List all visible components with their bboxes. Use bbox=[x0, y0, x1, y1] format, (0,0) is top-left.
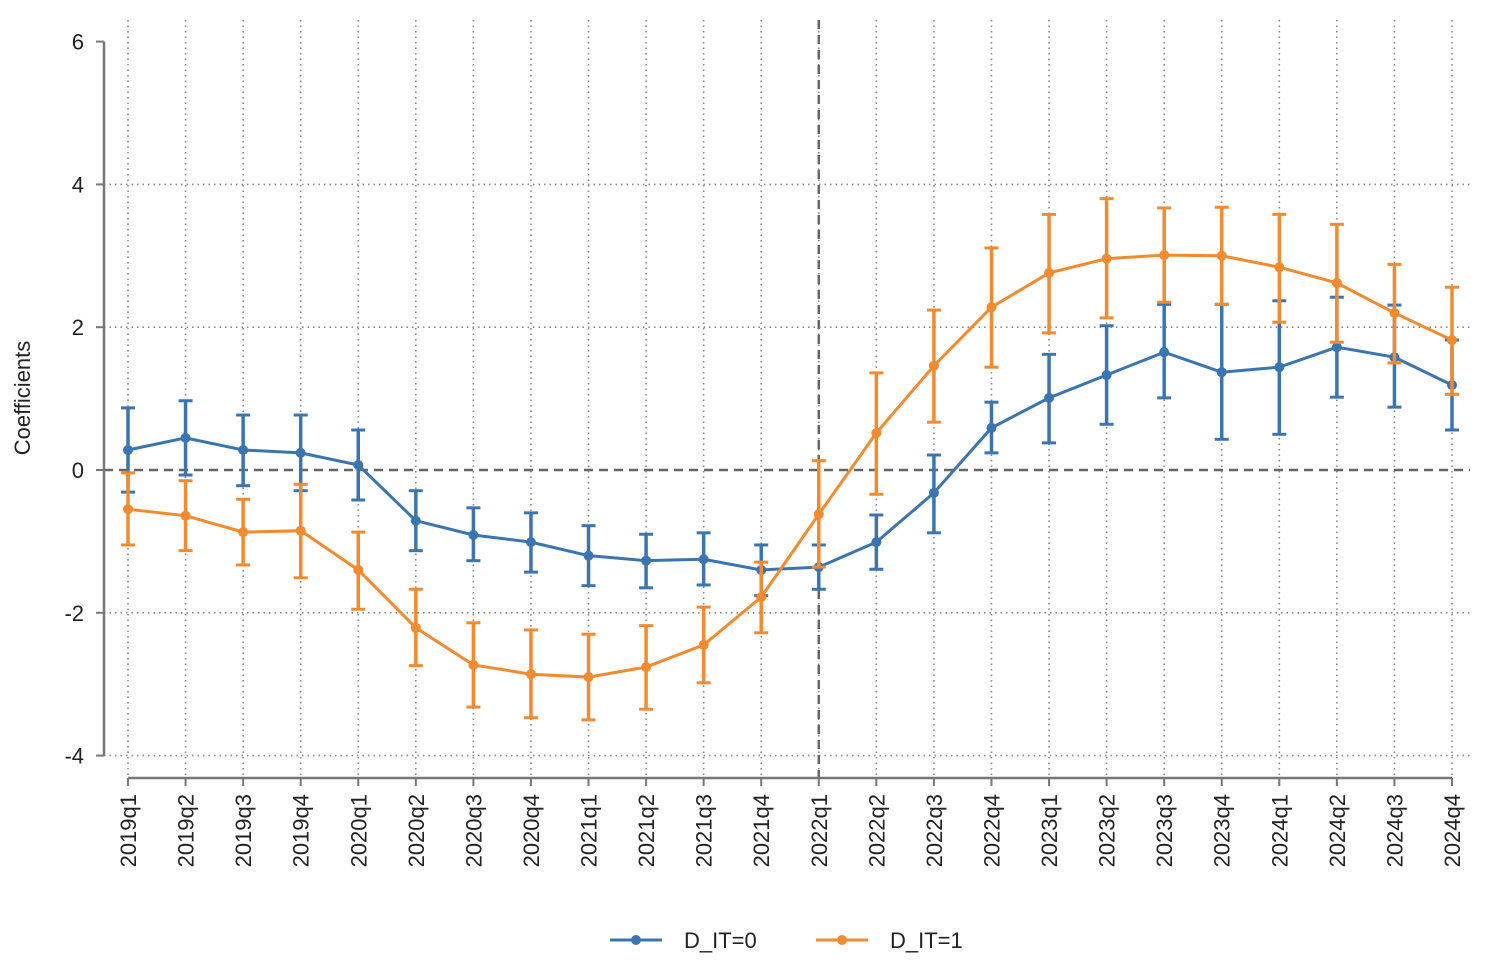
data-point bbox=[813, 509, 824, 520]
x-tick-label: 2021q3 bbox=[692, 794, 717, 867]
axes: 6 4 2 0 -2 -4 2019q1 2019q2 2019q3 2019q4 2020q1 20… bbox=[64, 30, 1465, 868]
data-point bbox=[1447, 335, 1457, 346]
y-tick-label: -2 bbox=[64, 601, 84, 626]
data-point bbox=[1274, 362, 1285, 373]
data-point bbox=[123, 445, 133, 456]
data-point bbox=[928, 360, 939, 371]
x-tick-label: 2023q3 bbox=[1152, 794, 1177, 867]
y-tick-label: -4 bbox=[64, 744, 84, 769]
y-tick-label: 4 bbox=[72, 172, 84, 197]
data-point bbox=[1216, 250, 1227, 261]
data-point bbox=[1101, 370, 1112, 381]
x-tick-label: 2019q1 bbox=[116, 794, 141, 867]
data-point bbox=[871, 427, 882, 438]
series-line bbox=[127, 345, 1453, 572]
x-tick-label: 2021q4 bbox=[749, 794, 774, 867]
series-D_IT=0 bbox=[121, 295, 1459, 598]
x-tick-label: 2022q3 bbox=[922, 794, 947, 867]
data-point bbox=[468, 529, 479, 540]
data-point bbox=[353, 564, 364, 575]
legend: D_IT=0 D_IT=1 bbox=[610, 928, 963, 953]
data-point bbox=[238, 445, 249, 456]
data-point bbox=[583, 672, 594, 683]
data-point bbox=[123, 504, 133, 515]
data-point bbox=[1331, 342, 1342, 353]
data-point bbox=[468, 659, 479, 670]
x-tick-label: 2022q2 bbox=[864, 794, 889, 867]
x-tick-label: 2022q1 bbox=[807, 794, 832, 867]
y-tick-label: 2 bbox=[72, 315, 84, 340]
x-tick-label: 2024q2 bbox=[1325, 794, 1350, 867]
data-point bbox=[525, 669, 536, 680]
series-group bbox=[121, 197, 1459, 722]
legend-swatch-marker bbox=[631, 935, 641, 945]
data-point bbox=[525, 537, 536, 548]
data-point bbox=[986, 302, 997, 313]
data-point bbox=[1044, 392, 1055, 403]
y-tick-label: 0 bbox=[72, 458, 84, 483]
x-tick-label: 2020q4 bbox=[519, 794, 544, 867]
x-tick-label: 2024q1 bbox=[1267, 794, 1292, 867]
x-tick-label: 2020q1 bbox=[346, 794, 371, 867]
gridlines bbox=[104, 20, 1470, 778]
data-point bbox=[180, 432, 191, 443]
y-axis-label: Coefficients bbox=[10, 341, 35, 456]
x-tick-label: 2022q4 bbox=[979, 794, 1004, 867]
data-point bbox=[1159, 347, 1170, 358]
x-tick-label: 2021q2 bbox=[634, 794, 659, 867]
data-point bbox=[871, 537, 882, 548]
data-point bbox=[986, 422, 997, 433]
x-tick-label: 2023q4 bbox=[1210, 794, 1235, 867]
data-point bbox=[1274, 262, 1285, 273]
data-point bbox=[295, 447, 306, 458]
x-tick-label: 2020q2 bbox=[404, 794, 429, 867]
data-point bbox=[1159, 250, 1170, 261]
data-point bbox=[1216, 367, 1227, 378]
data-point bbox=[410, 622, 421, 633]
x-tick-label: 2019q2 bbox=[174, 794, 199, 867]
data-point bbox=[1044, 267, 1055, 278]
x-tick-label: 2020q3 bbox=[461, 794, 486, 867]
x-tick-label: 2019q4 bbox=[289, 794, 314, 867]
x-tick-label: 2023q2 bbox=[1095, 794, 1120, 867]
data-point bbox=[698, 554, 709, 565]
x-tick-label: 2021q1 bbox=[577, 794, 602, 867]
x-tick-label: 2023q1 bbox=[1037, 794, 1062, 867]
legend-label: D_IT=1 bbox=[890, 928, 963, 953]
data-point bbox=[353, 460, 364, 471]
x-tick-label: 2019q3 bbox=[231, 794, 256, 867]
data-point bbox=[410, 515, 421, 526]
data-point bbox=[1331, 277, 1342, 288]
y-tick-label: 6 bbox=[72, 30, 84, 55]
series-line bbox=[127, 253, 1453, 679]
data-point bbox=[1101, 253, 1112, 264]
data-point bbox=[295, 525, 306, 536]
data-point bbox=[698, 639, 709, 650]
data-point bbox=[641, 662, 652, 673]
data-point bbox=[928, 487, 939, 498]
data-point bbox=[1389, 307, 1400, 318]
data-point bbox=[238, 527, 249, 538]
series-D_IT=1 bbox=[121, 197, 1459, 722]
legend-label: D_IT=0 bbox=[684, 928, 757, 953]
data-point bbox=[583, 550, 594, 561]
legend-swatch-marker bbox=[837, 935, 847, 945]
x-tick-label: 2024q4 bbox=[1440, 794, 1465, 867]
x-tick-label: 2024q3 bbox=[1382, 794, 1407, 867]
data-point bbox=[180, 510, 191, 521]
data-point bbox=[641, 555, 652, 566]
data-point bbox=[756, 592, 767, 603]
